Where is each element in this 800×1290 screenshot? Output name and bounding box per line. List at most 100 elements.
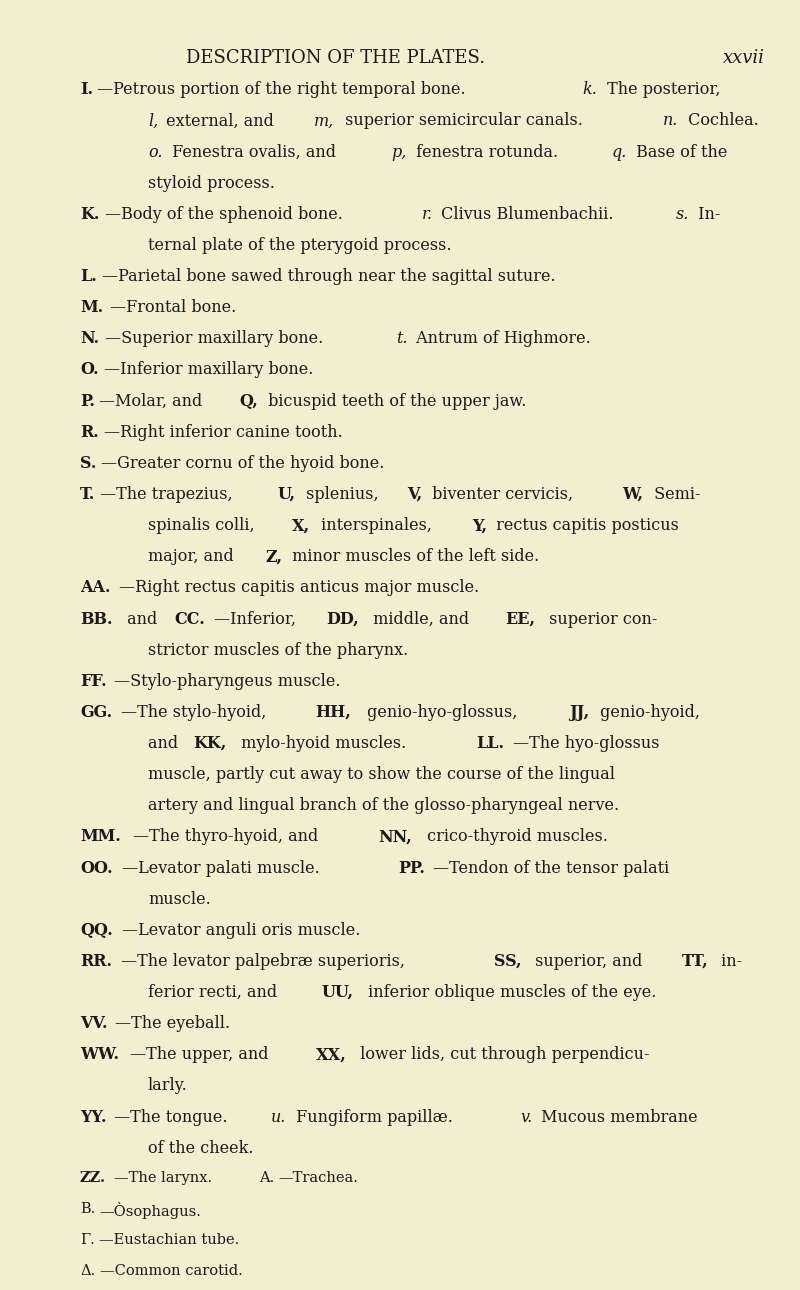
Text: p,: p, [391, 143, 406, 160]
Text: BB.: BB. [80, 610, 113, 627]
Text: —Right inferior canine tooth.: —Right inferior canine tooth. [104, 423, 343, 441]
Text: major, and: major, and [148, 548, 239, 565]
Text: AA.: AA. [80, 579, 110, 596]
Text: inferior oblique muscles of the eye.: inferior oblique muscles of the eye. [362, 984, 656, 1001]
Text: A.: A. [259, 1171, 274, 1184]
Text: U,: U, [278, 486, 295, 503]
Text: S.: S. [80, 455, 96, 472]
Text: ferior recti, and: ferior recti, and [148, 984, 282, 1001]
Text: minor muscles of the left side.: minor muscles of the left side. [287, 548, 539, 565]
Text: q.: q. [611, 143, 626, 160]
Text: W,: W, [622, 486, 643, 503]
Text: o.: o. [148, 143, 162, 160]
Text: B.: B. [80, 1202, 95, 1216]
Text: strictor muscles of the pharynx.: strictor muscles of the pharynx. [148, 641, 408, 659]
Text: FF.: FF. [80, 673, 106, 690]
Text: t.: t. [397, 330, 408, 347]
Text: —The trapezius,: —The trapezius, [100, 486, 238, 503]
Text: larly.: larly. [148, 1077, 188, 1094]
Text: —Body of the sphenoid bone.: —Body of the sphenoid bone. [105, 206, 351, 223]
Text: l,: l, [148, 112, 158, 129]
Text: R.: R. [80, 423, 98, 441]
Text: and: and [148, 735, 183, 752]
Text: —The thyro-hyoid, and: —The thyro-hyoid, and [133, 828, 323, 845]
Text: genio-hyoid,: genio-hyoid, [595, 704, 700, 721]
Text: biventer cervicis,: biventer cervicis, [427, 486, 578, 503]
Text: —Inferior maxillary bone.: —Inferior maxillary bone. [104, 361, 314, 378]
Text: spinalis colli,: spinalis colli, [148, 517, 260, 534]
Text: —The levator palpebræ superioris,: —The levator palpebræ superioris, [122, 953, 410, 970]
Text: O.: O. [80, 361, 98, 378]
Text: P.: P. [80, 392, 95, 410]
Text: CC.: CC. [174, 610, 205, 627]
Text: WW.: WW. [80, 1046, 119, 1063]
Text: DESCRIPTION OF THE PLATES.: DESCRIPTION OF THE PLATES. [186, 49, 486, 67]
Text: —The stylo-hyoid,: —The stylo-hyoid, [122, 704, 272, 721]
Text: muscle.: muscle. [148, 890, 210, 908]
Text: s.: s. [676, 206, 689, 223]
Text: Fungiform papillæ.: Fungiform papillæ. [291, 1108, 469, 1126]
Text: —Òsophagus.: —Òsophagus. [100, 1202, 202, 1219]
Text: YY.: YY. [80, 1108, 106, 1126]
Text: —Common carotid.: —Common carotid. [100, 1264, 242, 1278]
Text: —Levator anguli oris muscle.: —Levator anguli oris muscle. [122, 922, 361, 939]
Text: The posterior,: The posterior, [602, 81, 721, 98]
Text: lower lids, cut through perpendicu-: lower lids, cut through perpendicu- [355, 1046, 650, 1063]
Text: JJ,: JJ, [569, 704, 589, 721]
Text: QQ.: QQ. [80, 922, 113, 939]
Text: —The tongue.: —The tongue. [114, 1108, 236, 1126]
Text: M.: M. [80, 299, 103, 316]
Text: —The eyeball.: —The eyeball. [115, 1015, 230, 1032]
Text: LL.: LL. [477, 735, 505, 752]
Text: —Inferior,: —Inferior, [214, 610, 301, 627]
Text: k.: k. [582, 81, 598, 98]
Text: DD,: DD, [326, 610, 358, 627]
Text: —Right rectus capitis anticus major muscle.: —Right rectus capitis anticus major musc… [119, 579, 480, 596]
Text: OO.: OO. [80, 859, 113, 877]
Text: xxvii: xxvii [723, 49, 765, 67]
Text: Δ.: Δ. [80, 1264, 95, 1278]
Text: middle, and: middle, and [368, 610, 474, 627]
Text: of the cheek.: of the cheek. [148, 1140, 254, 1157]
Text: muscle, partly cut away to show the course of the lingual: muscle, partly cut away to show the cour… [148, 766, 615, 783]
Text: Cochlea.: Cochlea. [683, 112, 759, 129]
Text: artery and lingual branch of the glosso-pharyngeal nerve.: artery and lingual branch of the glosso-… [148, 797, 619, 814]
Text: m,: m, [314, 112, 334, 129]
Text: —Trachea.: —Trachea. [278, 1171, 358, 1184]
Text: Q,: Q, [239, 392, 258, 410]
Text: in-: in- [716, 953, 742, 970]
Text: SS,: SS, [494, 953, 522, 970]
Text: fenestra rotunda.: fenestra rotunda. [411, 143, 566, 160]
Text: MM.: MM. [80, 828, 121, 845]
Text: splenius,: splenius, [301, 486, 383, 503]
Text: —The hyo-glossus: —The hyo-glossus [513, 735, 659, 752]
Text: PP.: PP. [398, 859, 425, 877]
Text: In-: In- [693, 206, 721, 223]
Text: L.: L. [80, 268, 97, 285]
Text: I.: I. [80, 81, 93, 98]
Text: ternal plate of the pterygoid process.: ternal plate of the pterygoid process. [148, 237, 451, 254]
Text: Y,: Y, [472, 517, 487, 534]
Text: Semi-: Semi- [649, 486, 701, 503]
Text: T.: T. [80, 486, 95, 503]
Text: interspinales,: interspinales, [315, 517, 437, 534]
Text: EE,: EE, [506, 610, 535, 627]
Text: K.: K. [80, 206, 99, 223]
Text: Z,: Z, [266, 548, 282, 565]
Text: mylo-hyoid muscles.: mylo-hyoid muscles. [236, 735, 422, 752]
Text: —Parietal bone sawed through near the sagittal suture.: —Parietal bone sawed through near the sa… [102, 268, 555, 285]
Text: r.: r. [422, 206, 434, 223]
Text: —Eustachian tube.: —Eustachian tube. [99, 1233, 239, 1247]
Text: VV.: VV. [80, 1015, 107, 1032]
Text: GG.: GG. [80, 704, 112, 721]
Text: rectus capitis posticus: rectus capitis posticus [491, 517, 679, 534]
Text: bicuspid teeth of the upper jaw.: bicuspid teeth of the upper jaw. [263, 392, 526, 410]
Text: —Molar, and: —Molar, and [99, 392, 207, 410]
Text: u.: u. [271, 1108, 286, 1126]
Text: —Petrous portion of the right temporal bone.: —Petrous portion of the right temporal b… [97, 81, 474, 98]
Text: Fenestra ovalis, and: Fenestra ovalis, and [166, 143, 341, 160]
Text: RR.: RR. [80, 953, 112, 970]
Text: HH,: HH, [316, 704, 351, 721]
Text: —The upper, and: —The upper, and [130, 1046, 274, 1063]
Text: —Frontal bone.: —Frontal bone. [110, 299, 236, 316]
